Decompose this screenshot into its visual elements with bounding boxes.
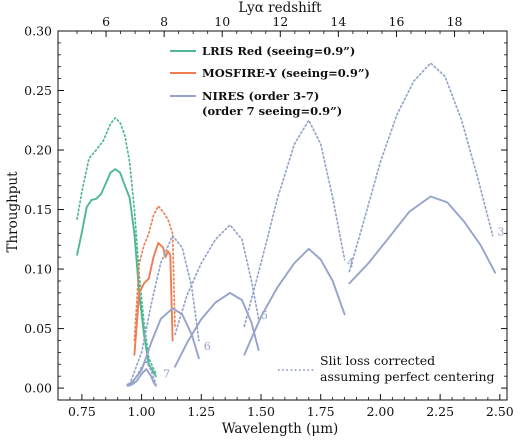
top-tick-label-4: 14 — [330, 14, 346, 29]
y-tick-label-6: 0.30 — [24, 24, 52, 39]
series-line-3 — [133, 205, 176, 342]
series-line-6 — [128, 307, 200, 387]
y-tick-label-5: 0.25 — [24, 83, 52, 98]
legend-note-line1: Slit loss corrected — [320, 353, 435, 368]
series-line-8 — [174, 291, 260, 368]
legend-label-nires-order7: (order 7 seeing=0.9”) — [202, 104, 342, 118]
legend-label-mosfire: MOSFIRE-Y (seeing=0.9”) — [202, 66, 370, 80]
x-tick-label-2: 1.25 — [187, 404, 215, 419]
series-line-2 — [133, 241, 174, 356]
top-x-axis-title: Lyα redshift — [238, 0, 322, 16]
legend-label-lris: LRIS Red (seeing=0.9”) — [202, 44, 355, 58]
legend: LRIS Red (seeing=0.9”) MOSFIRE-Y (seeing… — [170, 44, 495, 384]
series-line-12 — [348, 195, 497, 285]
x-tick-label-1: 1.00 — [128, 404, 156, 419]
series-line-7 — [128, 234, 200, 386]
x-tick-label-0: 0.75 — [68, 404, 96, 419]
top-tick-label-1: 8 — [160, 14, 168, 29]
x-tick-label-5: 2.00 — [366, 404, 394, 419]
top-tick-label-5: 16 — [389, 14, 405, 29]
x-axis-title: Wavelength (μm) — [222, 421, 339, 437]
x-tick-label-3: 1.50 — [247, 404, 275, 419]
series-line-11 — [243, 119, 346, 328]
order-label-3: 3 — [497, 226, 504, 239]
series-line-0 — [76, 168, 157, 378]
y-tick-label-1: 0.05 — [24, 321, 52, 336]
order-label-7: 7 — [163, 367, 170, 380]
top-tick-label-6: 18 — [447, 14, 463, 29]
top-tick-label-0: 6 — [102, 14, 110, 29]
y-tick-label-3: 0.15 — [24, 202, 52, 217]
top-tick-label-2: 10 — [214, 14, 230, 29]
y-tick-label-2: 0.10 — [24, 262, 52, 277]
top-tick-label-3: 12 — [272, 14, 288, 29]
y-tick-label-0: 0.00 — [24, 381, 52, 396]
series-line-4 — [126, 368, 157, 387]
series-line-1 — [76, 117, 157, 375]
labels-layer: Throughput Wavelength (μm) Lyα redshift — [5, 0, 338, 437]
x-tick-label-7: 2.50 — [486, 404, 514, 419]
order-label-6: 6 — [204, 340, 211, 353]
series-layer: 3 4 5 6 7 — [76, 62, 504, 387]
legend-note-line2: assuming perfect centering — [320, 369, 495, 384]
order-label-4: 4 — [347, 257, 354, 270]
legend-label-nires: NIRES (order 3-7) — [202, 89, 319, 103]
series-line-9 — [174, 224, 260, 336]
x-tick-label-4: 1.75 — [307, 404, 335, 419]
order-label-5: 5 — [261, 309, 268, 322]
x-tick-label-6: 2.25 — [426, 404, 454, 419]
y-axis-title: Throughput — [5, 171, 21, 253]
axes-layer: 0.75 1.00 1.25 1.50 1.75 2.00 2.25 2.50 0.00 0.05… — [24, 14, 514, 419]
y-tick-label-4: 0.20 — [24, 143, 52, 158]
plot-frame — [57, 30, 508, 401]
series-line-10 — [243, 247, 346, 356]
series-line-13 — [348, 62, 494, 273]
